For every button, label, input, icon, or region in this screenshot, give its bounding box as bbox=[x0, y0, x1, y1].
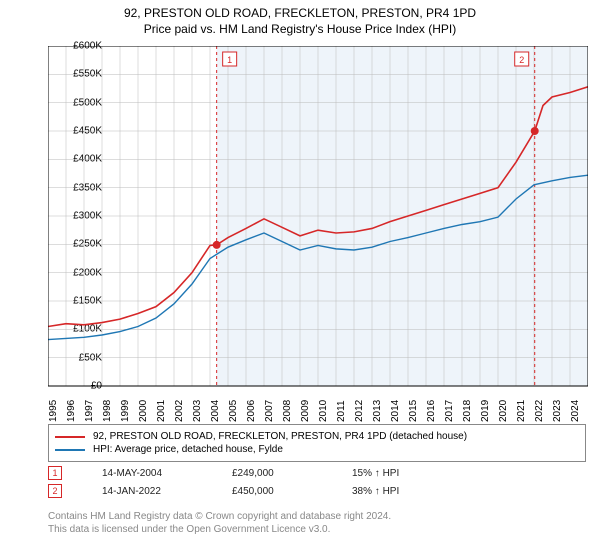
chart-title-line2: Price paid vs. HM Land Registry's House … bbox=[0, 22, 600, 36]
legend: 92, PRESTON OLD ROAD, FRECKLETON, PRESTO… bbox=[48, 424, 586, 462]
marker-date-1: 14-MAY-2004 bbox=[102, 468, 192, 479]
chart-title-block: 92, PRESTON OLD ROAD, FRECKLETON, PRESTO… bbox=[0, 0, 600, 36]
marker-id-1: 1 bbox=[52, 468, 57, 478]
legend-label-property: 92, PRESTON OLD ROAD, FRECKLETON, PRESTO… bbox=[93, 431, 467, 442]
legend-item-hpi: HPI: Average price, detached house, Fyld… bbox=[55, 444, 579, 455]
svg-text:2: 2 bbox=[519, 55, 524, 65]
marker-pct-1: 15% ↑ HPI bbox=[352, 468, 399, 479]
marker-date-2: 14-JAN-2022 bbox=[102, 486, 192, 497]
legend-label-hpi: HPI: Average price, detached house, Fyld… bbox=[93, 444, 283, 455]
footer-attribution: Contains HM Land Registry data © Crown c… bbox=[48, 510, 586, 536]
marker-price-2: £450,000 bbox=[232, 486, 312, 497]
footer-line1: Contains HM Land Registry data © Crown c… bbox=[48, 510, 586, 523]
svg-text:1: 1 bbox=[227, 55, 232, 65]
marker-row-2: 2 14-JAN-2022 £450,000 38% ↑ HPI bbox=[48, 484, 586, 498]
price-chart: 12 bbox=[48, 46, 588, 416]
footer-line2: This data is licensed under the Open Gov… bbox=[48, 523, 586, 536]
marker-row-1: 1 14-MAY-2004 £249,000 15% ↑ HPI bbox=[48, 466, 586, 480]
marker-pct-2: 38% ↑ HPI bbox=[352, 486, 399, 497]
marker-price-1: £249,000 bbox=[232, 468, 312, 479]
marker-box-2: 2 bbox=[48, 484, 62, 498]
marker-box-1: 1 bbox=[48, 466, 62, 480]
legend-swatch-property bbox=[55, 436, 85, 438]
markers-table: 1 14-MAY-2004 £249,000 15% ↑ HPI 2 14-JA… bbox=[48, 462, 586, 502]
chart-title-line1: 92, PRESTON OLD ROAD, FRECKLETON, PRESTO… bbox=[0, 6, 600, 20]
marker-id-2: 2 bbox=[52, 486, 57, 496]
legend-swatch-hpi bbox=[55, 449, 85, 451]
legend-item-property: 92, PRESTON OLD ROAD, FRECKLETON, PRESTO… bbox=[55, 431, 579, 442]
